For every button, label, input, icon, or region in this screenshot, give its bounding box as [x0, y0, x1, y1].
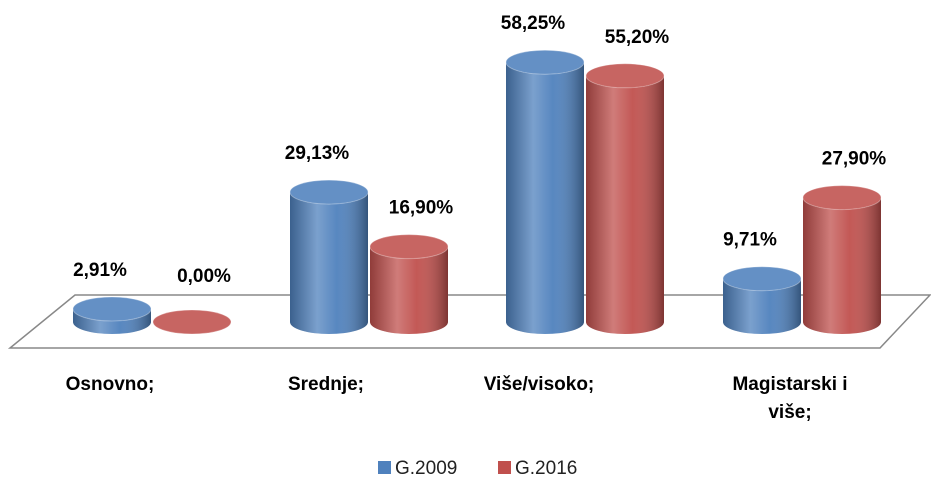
- cylinder-top: [505, 49, 585, 75]
- cylinder-top-shade: [586, 63, 664, 88]
- cylinder-top-shade: [153, 310, 231, 334]
- category-label: Više/visoko;: [483, 374, 595, 395]
- cylinder-top-shade: [73, 297, 151, 322]
- cylinder-top: [369, 234, 449, 260]
- value-label: 2,91%: [73, 260, 127, 281]
- cylinder-shade: [73, 309, 151, 334]
- cylinder-top: [289, 179, 369, 205]
- legend-label: G.2009: [395, 458, 457, 479]
- cylinder-top: [152, 309, 232, 335]
- cylinder-top: [722, 266, 802, 292]
- legend-swatch: [498, 461, 511, 474]
- cylinder-top: [72, 296, 152, 322]
- cylinder-top-shade: [506, 50, 584, 75]
- cylinder-top-shade: [290, 180, 368, 205]
- cylinder-shade: [370, 246, 448, 334]
- category-label: Magistarski i više;: [732, 374, 848, 423]
- cylinder-top: [802, 185, 882, 211]
- value-label: 9,71%: [723, 230, 777, 251]
- value-label: 29,13%: [285, 143, 350, 164]
- cylinder-shade: [506, 62, 584, 334]
- cylinder-shade: [290, 192, 368, 334]
- cylinder-top-shade: [370, 234, 448, 259]
- category-label: Osnovno;: [65, 374, 155, 395]
- category-label: Srednje;: [287, 374, 365, 395]
- cylinder-top: [585, 63, 665, 89]
- value-label: 58,25%: [501, 13, 566, 34]
- cylinder-shade: [586, 75, 664, 334]
- cylinder-top-shade: [723, 266, 801, 291]
- legend-swatch: [378, 461, 391, 474]
- cylinder-shade: [723, 278, 801, 334]
- value-label: 0,00%: [177, 266, 231, 287]
- cylinder-shade: [803, 197, 881, 334]
- value-label: 16,90%: [389, 198, 454, 219]
- cylinder-top-shade: [803, 185, 881, 210]
- value-label: 55,20%: [605, 27, 670, 48]
- legend-label: G.2016: [515, 458, 577, 479]
- value-label: 27,90%: [822, 149, 887, 170]
